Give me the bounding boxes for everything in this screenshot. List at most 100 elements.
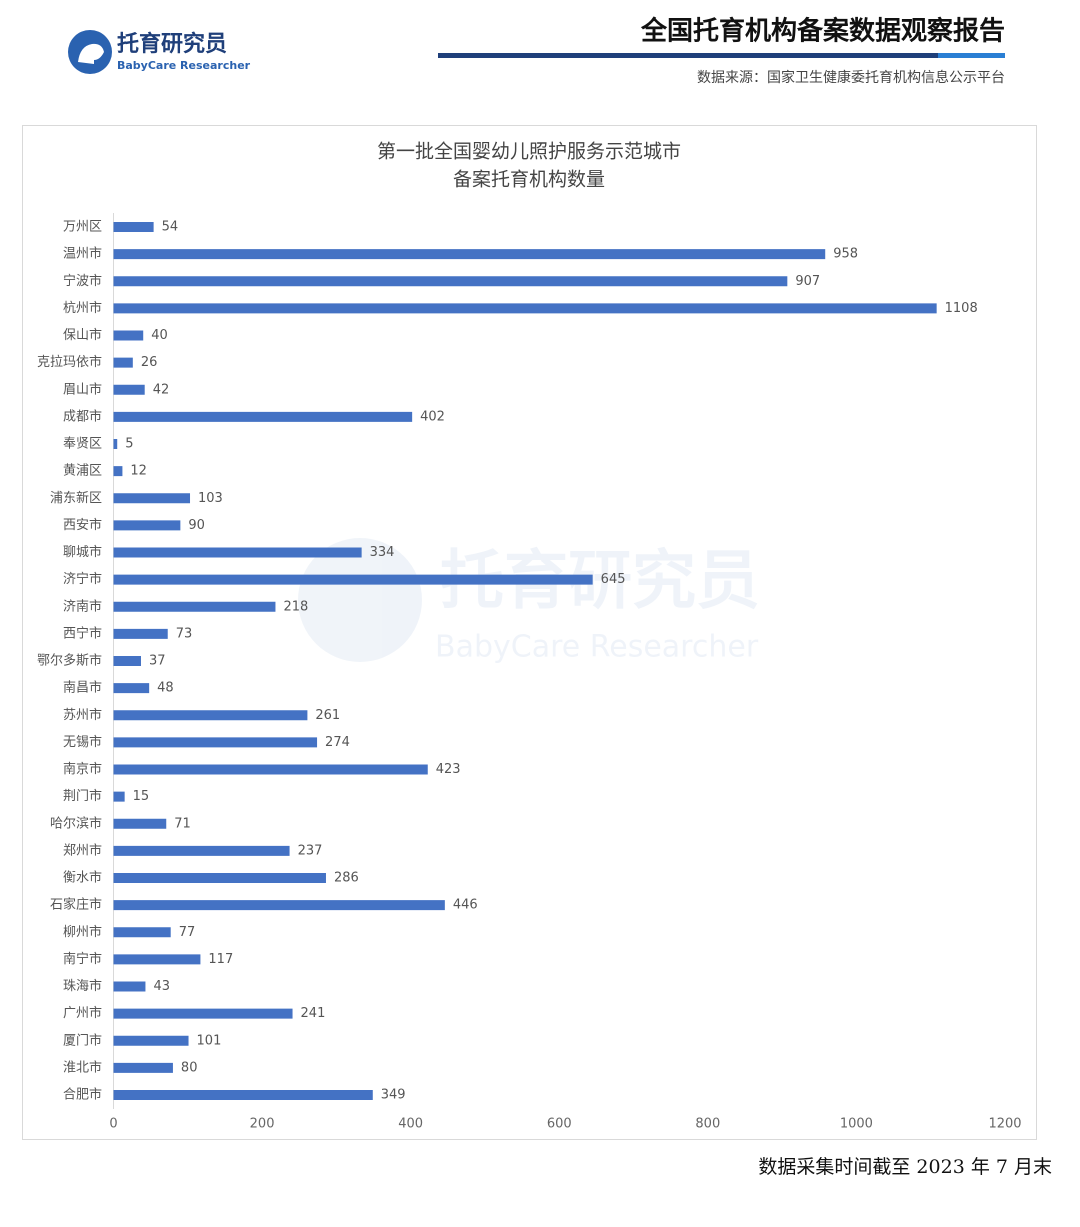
y-tick-label: 杭州市 <box>63 300 102 316</box>
value-label: 73 <box>176 626 193 641</box>
value-label: 42 <box>153 382 170 397</box>
value-label: 12 <box>130 464 147 479</box>
value-label: 237 <box>298 843 323 858</box>
value-label: 402 <box>420 409 445 424</box>
logo-name: 托育研究员 <box>117 31 227 57</box>
value-label: 101 <box>197 1033 222 1048</box>
value-label: 77 <box>179 925 196 940</box>
y-tick-label: 珠海市 <box>63 978 102 994</box>
y-tick-label: 厦门市 <box>63 1032 102 1048</box>
y-tick-label: 合肥市 <box>63 1087 102 1103</box>
y-tick-label: 济宁市 <box>63 571 102 587</box>
bar <box>113 981 146 992</box>
value-label: 958 <box>833 247 858 262</box>
y-tick-label: 南昌市 <box>63 680 102 696</box>
x-tick-label: 200 <box>250 1117 275 1132</box>
value-label: 645 <box>601 572 626 587</box>
bar <box>113 276 788 287</box>
value-label: 117 <box>208 952 233 967</box>
y-tick-label: 无锡市 <box>63 734 102 750</box>
bar <box>113 222 154 232</box>
value-label: 26 <box>141 355 158 370</box>
report-title: 全国托育机构备案数据观察报告 <box>640 16 1005 47</box>
y-tick-label: 哈尔滨市 <box>50 815 102 831</box>
value-label: 37 <box>149 654 166 669</box>
y-tick-label: 眉山市 <box>63 381 102 397</box>
value-label: 15 <box>133 789 150 804</box>
value-label: 1108 <box>945 301 978 316</box>
value-label: 48 <box>157 681 174 696</box>
y-tick-label: 淮北市 <box>63 1059 102 1075</box>
y-tick-label: 聊城市 <box>63 544 102 560</box>
bar <box>113 818 167 829</box>
y-tick-label: 黄浦区 <box>63 464 102 479</box>
x-tick-label: 1000 <box>840 1117 873 1132</box>
bar <box>113 384 145 395</box>
bar <box>113 764 428 775</box>
title-bar-accent <box>938 53 1005 58</box>
value-label: 907 <box>795 274 820 289</box>
value-label: 54 <box>162 220 179 235</box>
bar <box>113 737 318 748</box>
value-label: 80 <box>181 1060 198 1075</box>
bar <box>113 927 171 938</box>
value-label: 43 <box>153 979 170 994</box>
watermark: 托育研究员 BabyCare Researcher <box>298 538 760 665</box>
bar <box>113 1062 173 1073</box>
value-label: 90 <box>188 518 205 533</box>
chart-title: 备案托育机构数量 <box>453 169 605 191</box>
bar <box>113 303 937 314</box>
chart-frame <box>22 125 1037 1140</box>
bar <box>113 954 201 965</box>
y-tick-label: 西宁市 <box>63 625 102 641</box>
y-tick-label: 苏州市 <box>63 707 102 723</box>
y-tick-label: 柳州市 <box>63 924 102 940</box>
title-bar <box>438 53 938 58</box>
x-tick-label: 800 <box>695 1117 720 1132</box>
bar <box>113 493 191 504</box>
value-label: 103 <box>198 491 223 506</box>
bar <box>113 520 181 531</box>
y-tick-label: 郑州市 <box>63 842 102 858</box>
bar <box>113 1008 293 1019</box>
source: 数据来源：国家卫生健康委托育机构信息公示平台 <box>697 69 1005 86</box>
value-label: 274 <box>325 735 350 750</box>
bar <box>113 873 326 883</box>
y-tick-label: 万州区 <box>63 220 102 235</box>
bar <box>113 900 445 911</box>
y-tick-label: 广州市 <box>63 1005 102 1021</box>
bar <box>113 574 593 585</box>
y-tick-label: 成都市 <box>63 408 102 424</box>
bar <box>113 357 133 368</box>
bar <box>113 683 150 694</box>
bar <box>113 1090 373 1100</box>
x-tick-label: 0 <box>109 1117 117 1132</box>
bar <box>113 330 144 341</box>
y-tick-label: 荆门市 <box>63 788 102 804</box>
bar <box>113 439 118 449</box>
y-tick-label: 温州市 <box>63 246 102 262</box>
bar <box>113 411 413 422</box>
bar <box>113 466 123 477</box>
bar <box>113 656 141 666</box>
y-tick-label: 浦东新区 <box>50 490 102 506</box>
x-tick-label: 400 <box>398 1117 423 1132</box>
value-label: 218 <box>283 599 308 614</box>
watermark-icon <box>298 538 422 662</box>
y-tick-label: 宁波市 <box>63 273 102 289</box>
x-tick-label: 600 <box>547 1117 572 1132</box>
y-tick-label: 奉贤区 <box>63 437 102 452</box>
logo-subtitle: BabyCare Researcher <box>117 59 251 72</box>
logo-figure <box>78 43 104 64</box>
value-label: 71 <box>174 816 191 831</box>
bar <box>113 628 168 639</box>
value-label: 446 <box>453 898 478 913</box>
y-tick-label: 衡水市 <box>63 870 102 886</box>
bar <box>113 547 362 558</box>
y-tick-label: 南京市 <box>63 761 102 777</box>
y-tick-label: 西安市 <box>63 517 102 533</box>
value-label: 334 <box>370 545 395 560</box>
y-tick-label: 石家庄市 <box>50 897 102 913</box>
value-label: 423 <box>436 762 461 777</box>
